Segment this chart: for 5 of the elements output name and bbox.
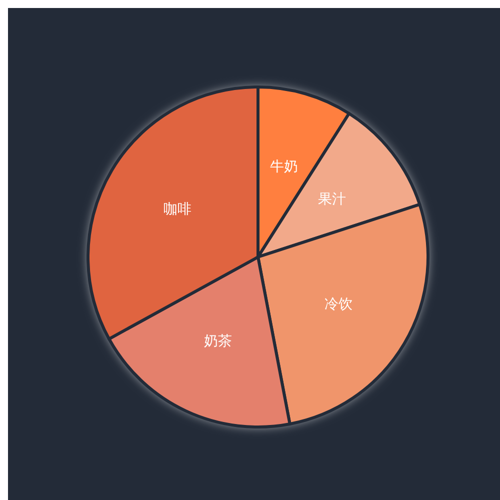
slice-label: 咖啡 bbox=[164, 201, 192, 218]
slice-label: 牛奶 bbox=[270, 159, 298, 176]
slice-label: 冷饮 bbox=[324, 296, 352, 313]
slice-label: 奶茶 bbox=[204, 334, 232, 350]
slice-label: 果汁 bbox=[318, 192, 346, 208]
